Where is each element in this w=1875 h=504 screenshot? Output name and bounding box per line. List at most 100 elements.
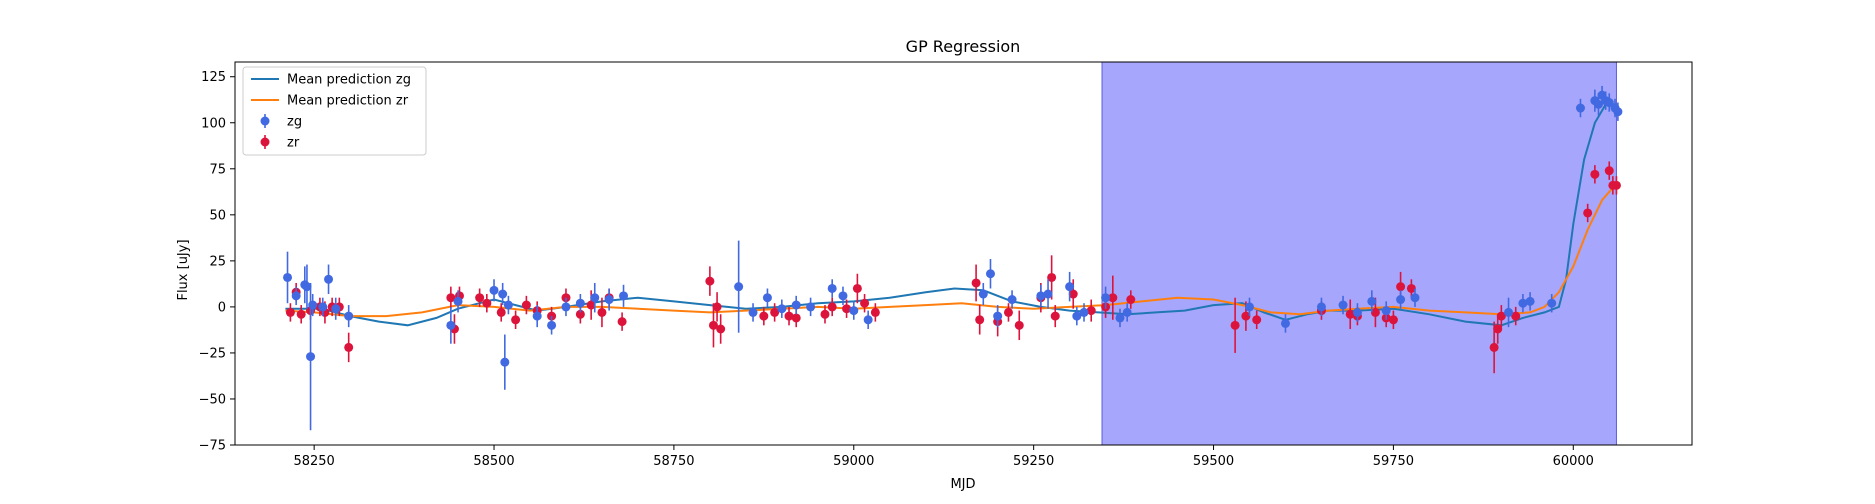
data-point bbox=[1396, 282, 1406, 292]
data-point bbox=[852, 283, 862, 293]
y-tick-label: 50 bbox=[209, 208, 226, 223]
data-point bbox=[770, 307, 780, 317]
data-point bbox=[1518, 298, 1528, 308]
axes-layer: 58250 58500 58750 59000 59250 59500 59750 60000… bbox=[199, 61, 1693, 469]
data-point bbox=[1593, 99, 1603, 109]
data-point bbox=[1396, 295, 1406, 305]
data-point bbox=[777, 304, 787, 314]
data-point bbox=[547, 320, 557, 330]
data-point bbox=[838, 291, 848, 301]
data-point bbox=[1230, 320, 1240, 330]
data-point bbox=[1406, 283, 1416, 293]
data-point bbox=[302, 282, 312, 292]
data-point bbox=[503, 300, 513, 310]
data-point bbox=[575, 309, 585, 319]
legend-swatch-marker bbox=[260, 137, 270, 147]
data-point bbox=[1043, 289, 1053, 299]
legend-label: zr bbox=[287, 136, 300, 151]
legend-item: zg bbox=[260, 114, 302, 130]
data-point bbox=[1050, 311, 1060, 321]
data-point bbox=[860, 298, 870, 308]
x-tick-label: 60000 bbox=[1553, 454, 1594, 469]
x-tick-label: 58250 bbox=[293, 454, 334, 469]
data-point bbox=[1086, 306, 1096, 316]
legend-label: Mean prediction zr bbox=[287, 94, 409, 109]
legend-label: Mean prediction zg bbox=[287, 73, 411, 88]
data-point bbox=[1065, 282, 1075, 292]
data-point bbox=[1590, 169, 1600, 179]
data-point bbox=[1072, 311, 1082, 321]
data-point bbox=[716, 324, 726, 334]
data-point bbox=[575, 298, 585, 308]
x-tick-label: 58750 bbox=[653, 454, 694, 469]
data-point bbox=[1388, 315, 1398, 325]
data-point bbox=[870, 307, 880, 317]
data-point bbox=[475, 293, 485, 303]
data-point bbox=[619, 291, 629, 301]
data-point bbox=[1352, 307, 1362, 317]
data-point bbox=[1338, 300, 1348, 310]
data-point bbox=[489, 285, 499, 295]
data-point bbox=[863, 315, 873, 325]
data-point bbox=[1280, 318, 1290, 328]
legend-item: Mean prediction zr bbox=[251, 94, 409, 109]
x-tick-label: 59250 bbox=[1013, 454, 1054, 469]
legend-box bbox=[242, 66, 427, 156]
shaded-region bbox=[1101, 61, 1617, 446]
data-point bbox=[791, 313, 801, 323]
data-point bbox=[1122, 307, 1132, 317]
data-point bbox=[1511, 311, 1521, 321]
data-point bbox=[1003, 307, 1013, 317]
y-axis-label: Flux [uJy] bbox=[176, 239, 191, 300]
data-point bbox=[734, 282, 744, 292]
data-point bbox=[496, 307, 506, 317]
data-point bbox=[1611, 180, 1621, 190]
legend-item: Mean prediction zg bbox=[251, 73, 411, 88]
data-point bbox=[296, 309, 306, 319]
data-point bbox=[1604, 166, 1614, 176]
data-point bbox=[597, 307, 607, 317]
data-point bbox=[1079, 307, 1089, 317]
data-point bbox=[1583, 208, 1593, 218]
y-tick-label: −75 bbox=[199, 439, 226, 454]
data-point bbox=[820, 309, 830, 319]
data-point bbox=[842, 304, 852, 314]
data-point bbox=[1613, 107, 1623, 117]
series-zg bbox=[283, 85, 1623, 431]
y-tick-label: 25 bbox=[209, 254, 226, 269]
data-point bbox=[1575, 103, 1585, 113]
data-point bbox=[806, 302, 816, 312]
data-point bbox=[1241, 311, 1251, 321]
data-point bbox=[784, 311, 794, 321]
plot-frame bbox=[234, 61, 1693, 446]
data-point bbox=[985, 269, 995, 279]
data-point bbox=[1036, 291, 1046, 301]
data-point bbox=[971, 278, 981, 288]
data-point bbox=[1493, 324, 1503, 334]
data-point bbox=[1101, 293, 1111, 303]
data-point bbox=[344, 342, 354, 352]
legend: Mean prediction zg Mean prediction zr zg zr bbox=[242, 66, 427, 156]
data-point bbox=[791, 300, 801, 310]
data-point bbox=[1014, 320, 1024, 330]
data-point bbox=[521, 300, 531, 310]
data-point bbox=[1345, 309, 1355, 319]
data-point bbox=[1496, 311, 1506, 321]
data-point bbox=[324, 274, 334, 284]
data-point bbox=[708, 320, 718, 330]
data-point bbox=[1525, 296, 1535, 306]
x-tick-label: 59750 bbox=[1373, 454, 1414, 469]
data-point bbox=[500, 357, 510, 367]
data-point bbox=[285, 307, 295, 317]
data-point bbox=[604, 295, 614, 305]
data-point bbox=[453, 296, 463, 306]
x-tick-label: 59000 bbox=[833, 454, 874, 469]
data-point bbox=[712, 302, 722, 312]
y-tick-label: 100 bbox=[201, 116, 226, 131]
data-point bbox=[1370, 307, 1380, 317]
data-point bbox=[1504, 307, 1514, 317]
x-tick-label: 58500 bbox=[473, 454, 514, 469]
y-tick-label: −50 bbox=[199, 392, 226, 407]
data-point bbox=[1367, 296, 1377, 306]
